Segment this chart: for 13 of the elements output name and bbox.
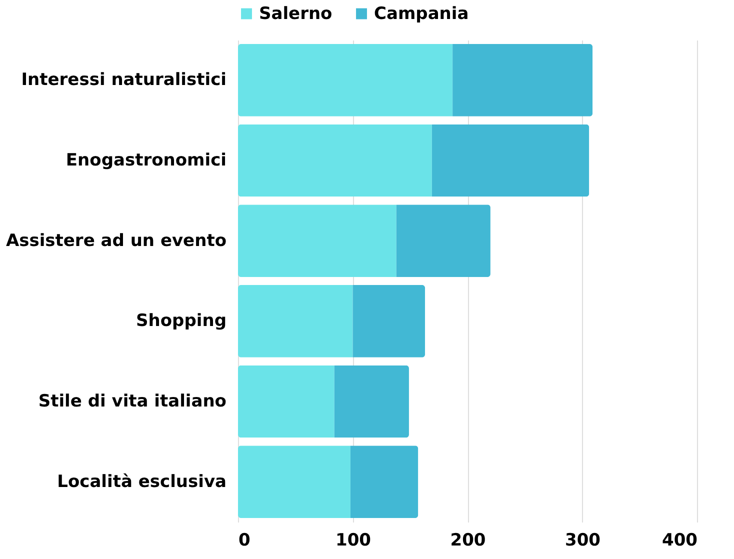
- y-tick-label: Località esclusiva: [57, 472, 226, 492]
- x-tick-label: 200: [450, 530, 486, 550]
- y-tick-label: Enogastronomici: [66, 150, 226, 170]
- x-tick-label: 0: [238, 530, 250, 550]
- y-tick-label: Assistere ad un evento: [6, 230, 226, 251]
- y-tick-label: Interessi naturalistici: [21, 70, 226, 90]
- legend-label: Campania: [374, 4, 469, 24]
- y-tick-label: Stile di vita italiano: [38, 392, 226, 412]
- y-tick-label: Shopping: [136, 311, 226, 332]
- legend-label: Salerno: [259, 4, 332, 24]
- x-tick-label: 100: [336, 530, 372, 550]
- x-tick-label: 400: [662, 530, 698, 550]
- x-tick-label: 300: [565, 530, 601, 550]
